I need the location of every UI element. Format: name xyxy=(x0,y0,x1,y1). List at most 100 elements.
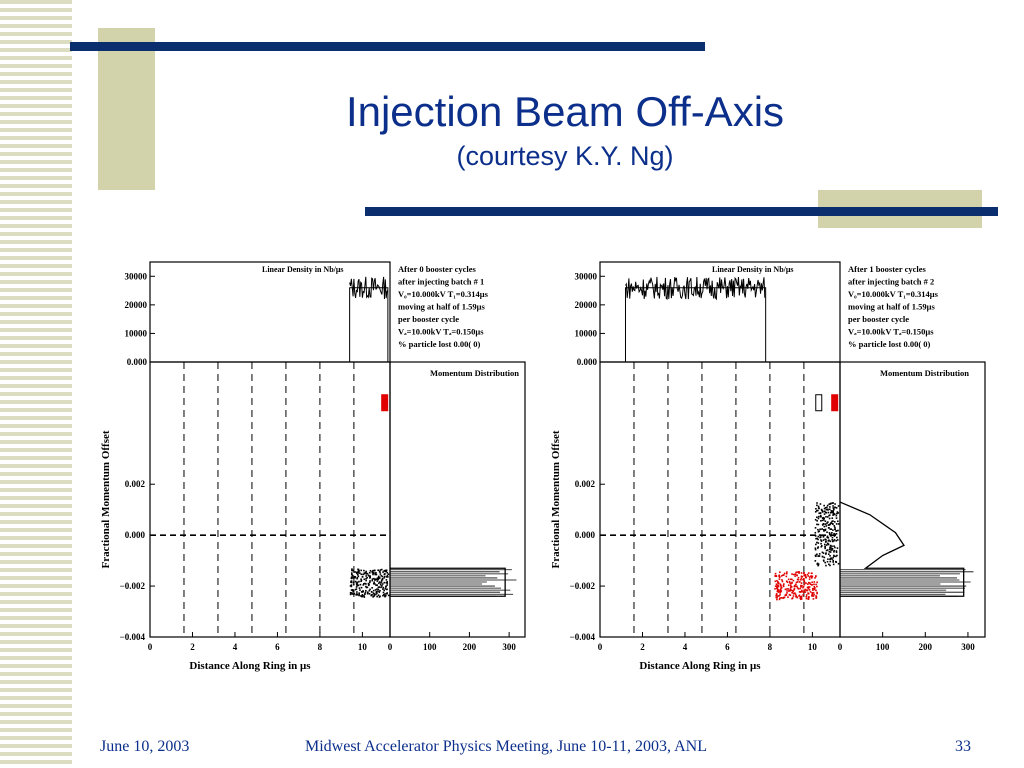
particle-point xyxy=(790,578,793,581)
particle-point xyxy=(834,506,836,509)
particle-point xyxy=(802,578,804,581)
particle-point xyxy=(809,583,812,586)
particle-point xyxy=(349,585,352,587)
particle-point xyxy=(794,575,796,577)
particle-point xyxy=(799,598,802,601)
particle-point xyxy=(374,583,376,585)
particle-point xyxy=(832,513,835,516)
particle-point xyxy=(807,598,810,600)
particle-point xyxy=(363,596,366,598)
particle-point xyxy=(829,506,831,508)
particle-point xyxy=(817,507,820,509)
particle-point xyxy=(801,575,804,578)
particle-point xyxy=(831,523,834,525)
particle-point xyxy=(814,531,817,534)
particle-point xyxy=(360,569,363,572)
particle-point xyxy=(382,586,385,589)
particle-point xyxy=(379,589,381,592)
particle-point xyxy=(815,553,818,556)
particle-point xyxy=(780,575,783,577)
particle-point xyxy=(776,590,779,593)
particle-point xyxy=(817,538,819,541)
particle-point xyxy=(360,579,363,582)
momentum-x-tick-label: 0 xyxy=(838,642,843,652)
particle-point xyxy=(774,585,777,588)
particle-point xyxy=(357,573,359,576)
particle-point xyxy=(378,581,381,583)
particle-point xyxy=(833,532,835,535)
particle-point xyxy=(819,536,821,539)
particle-point xyxy=(833,513,836,516)
particle-point xyxy=(829,528,832,531)
particle-point xyxy=(832,507,835,509)
particle-point xyxy=(815,509,818,512)
particle-point xyxy=(814,510,817,513)
particle-point xyxy=(814,587,816,589)
particle-point xyxy=(829,547,831,549)
particle-point xyxy=(818,512,821,515)
density-panel-label: Linear Density in Nb/μs xyxy=(712,265,794,274)
particle-point xyxy=(830,528,833,530)
particle-point xyxy=(819,515,822,518)
particle-point xyxy=(377,578,380,581)
particle-point xyxy=(813,583,815,586)
particle-point xyxy=(825,553,827,555)
particle-point xyxy=(825,544,828,546)
particle-point xyxy=(789,594,792,597)
particle-point xyxy=(837,505,840,507)
bunch-marker xyxy=(381,394,389,412)
info-line: after injecting batch # 1 xyxy=(398,277,484,287)
particle-point xyxy=(373,594,376,597)
particle-point xyxy=(823,543,826,546)
particle-point xyxy=(796,596,799,599)
particle-point xyxy=(828,517,831,520)
particle-point xyxy=(823,519,825,521)
particle-point xyxy=(824,520,827,523)
particle-point xyxy=(356,576,359,579)
particle-point xyxy=(810,577,813,579)
particle-point xyxy=(804,591,807,593)
particle-point xyxy=(363,582,365,585)
particle-point xyxy=(797,571,799,573)
particle-point xyxy=(381,575,384,578)
particle-point xyxy=(364,591,367,594)
particle-point xyxy=(383,589,385,592)
particle-point xyxy=(825,525,828,527)
particle-point xyxy=(831,502,834,504)
particle-point xyxy=(802,594,804,596)
particle-point xyxy=(786,592,788,594)
particle-point xyxy=(806,573,809,576)
particle-point xyxy=(383,573,386,576)
particle-point xyxy=(819,514,822,517)
particle-point xyxy=(827,558,829,560)
particle-point xyxy=(830,547,833,549)
particle-point xyxy=(386,582,389,584)
particle-point xyxy=(837,529,839,532)
particle-point xyxy=(380,581,383,583)
particle-point xyxy=(386,576,389,578)
particle-point xyxy=(352,577,355,579)
particle-point xyxy=(786,571,788,573)
particle-point xyxy=(801,590,803,593)
particle-point xyxy=(828,514,831,516)
particle-point xyxy=(815,583,817,586)
particle-point xyxy=(822,535,825,537)
particle-point xyxy=(778,575,781,578)
particle-point xyxy=(807,597,810,599)
density-y-tick-label: 10000 xyxy=(575,328,598,338)
particle-point xyxy=(795,585,797,588)
particle-point xyxy=(823,517,826,520)
particle-point xyxy=(822,552,825,554)
particle-point xyxy=(831,531,833,534)
particle-point xyxy=(821,545,823,547)
particle-point xyxy=(831,540,834,543)
particle-point xyxy=(384,587,387,590)
momentum-label: Momentum Distribution xyxy=(430,368,519,378)
particle-point xyxy=(829,544,832,547)
particle-point xyxy=(835,514,838,517)
particle-point xyxy=(819,528,821,531)
particle-point xyxy=(785,594,788,596)
slide-subtitle: (courtesy K.Y. Ng) xyxy=(456,141,674,171)
particle-point xyxy=(385,569,388,572)
x-tick-label: 2 xyxy=(640,642,645,652)
